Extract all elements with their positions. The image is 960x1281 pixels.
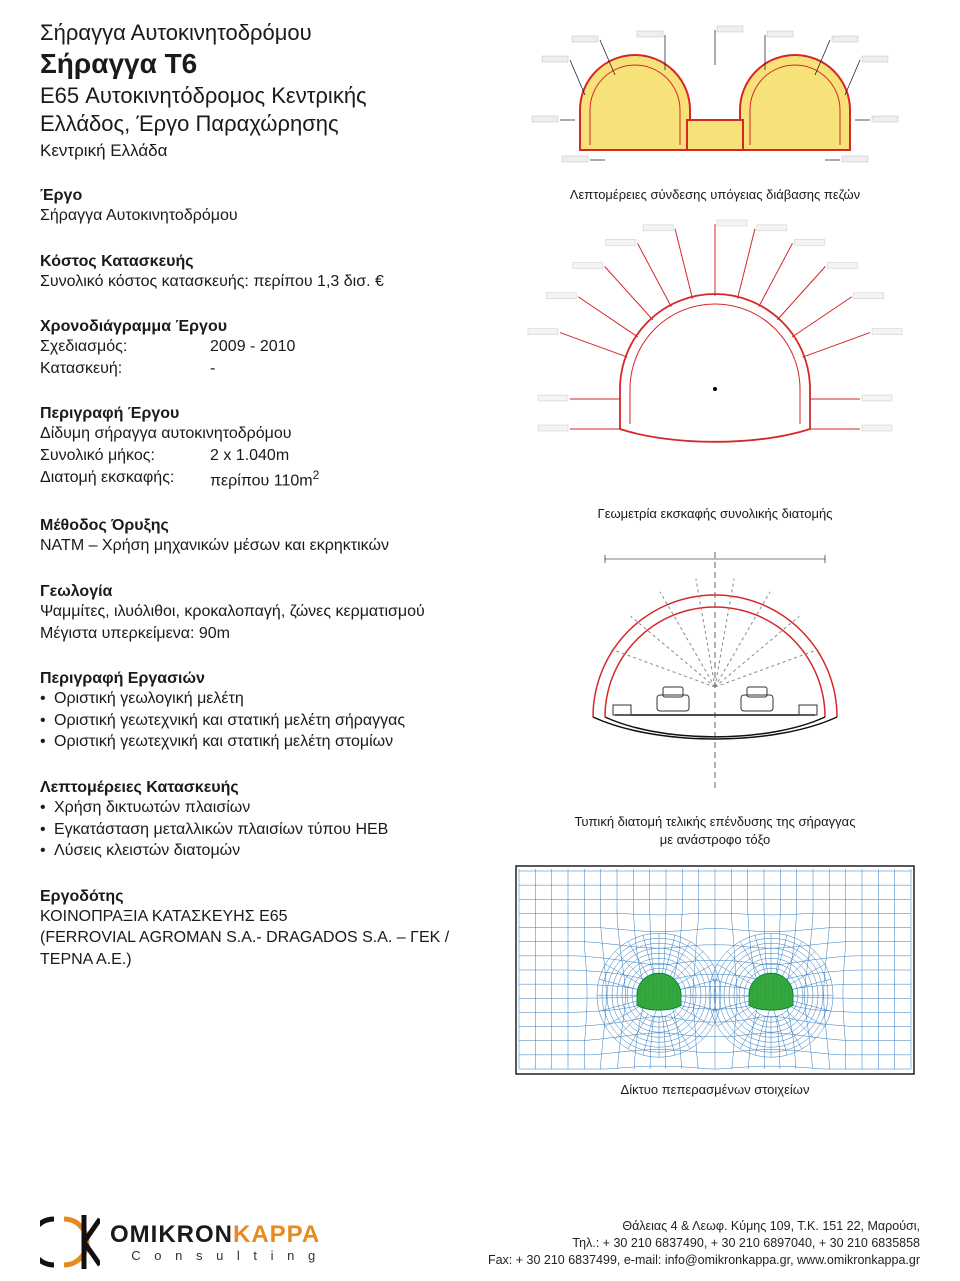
excavation-value: NATM – Χρήση μηχανικών μέσων και εκρηκτι… xyxy=(40,535,480,557)
works-item: Οριστική γεωτεχνική και στατική μελέτη σ… xyxy=(40,710,480,732)
page-title: Σήραγγα T6 xyxy=(40,48,480,80)
desc-val-prefix: περίπου 110m xyxy=(210,472,313,489)
description-key: Συνολικό μήκος: xyxy=(40,445,210,467)
figure-4: Δίκτυο πεπερασμένων στοιχείων xyxy=(510,865,920,1098)
description-row: Διατομή εκσκαφής: περίπου 110m2 xyxy=(40,467,480,492)
right-column: Λεπτομέρειες σύνδεσης υπόγειας διάβασης … xyxy=(510,20,920,1120)
contact-phones: Τηλ.: + 30 210 6837490, + 30 210 6897040… xyxy=(488,1235,920,1252)
logo-omikron: OMIKRON xyxy=(110,1221,233,1248)
company-logo: OMIKRONKAPPA C o n s u l t i n g xyxy=(40,1215,320,1269)
schedule-key: Σχεδιασμός: xyxy=(40,336,210,358)
figure-2-caption: Γεωμετρία εκσκαφής συνολικής διατομής xyxy=(598,506,833,522)
employer-line2: (FERROVIAL AGROMAN S.A.- DRAGADOS S.A. –… xyxy=(40,927,480,949)
subtitle-line1: E65 Αυτοκινητόδρομος Κεντρικής xyxy=(40,82,480,110)
schedule-val: - xyxy=(210,358,215,380)
project-value: Σήραγγα Αυτοκινητοδρόμου xyxy=(40,205,480,227)
heading-excavation: Μέθοδος Όρυξης xyxy=(40,517,480,535)
section-works: Περιγραφή Εργασιών Οριστική γεωλογική με… xyxy=(40,670,480,753)
contact-address: Θάλειας 4 & Λεωφ. Κύμης 109, Τ.Κ. 151 22… xyxy=(488,1218,920,1235)
figure-1-caption: Λεπτομέρειες σύνδεσης υπόγειας διάβασης … xyxy=(570,187,860,203)
construction-item: Εγκατάσταση μεταλλικών πλαισίων τύπου HE… xyxy=(40,819,480,841)
geology-line1: Ψαμμίτες, ιλυόλιθοι, κροκαλοπαγή, ζώνες … xyxy=(40,601,480,623)
section-project: Έργο Σήραγγα Αυτοκινητοδρόμου xyxy=(40,187,480,227)
section-excavation: Μέθοδος Όρυξης NATM – Χρήση μηχανικών μέ… xyxy=(40,517,480,557)
desc-val-sup: 2 xyxy=(313,468,320,482)
left-column: Σήραγγα Αυτοκινητοδρόμου Σήραγγα T6 E65 … xyxy=(40,20,480,1120)
figure-3-caption-line1: Τυπική διατομή τελικής επένδυσης της σήρ… xyxy=(575,814,856,830)
section-description: Περιγραφή Έργου Δίδυμη σήραγγα αυτοκινητ… xyxy=(40,405,480,491)
logo-text: OMIKRONKAPPA C o n s u l t i n g xyxy=(110,1223,320,1262)
section-employer: Εργοδότης ΚΟΙΝΟΠΡΑΞΙΑ ΚΑΤΑΣΚΕΥΗΣ Ε65 (FE… xyxy=(40,888,480,971)
construction-item: Χρήση δικτυωτών πλαισίων xyxy=(40,797,480,819)
contact-fax-email: Fax: + 30 210 6837499, e-mail: info@omik… xyxy=(488,1252,920,1269)
contact-block: Θάλειας 4 & Λεωφ. Κύμης 109, Τ.Κ. 151 22… xyxy=(488,1218,920,1269)
logo-icon xyxy=(40,1215,100,1269)
works-list: Οριστική γεωλογική μελέτη Οριστική γεωτε… xyxy=(40,688,480,753)
section-construction: Λεπτομέρειες Κατασκευής Χρήση δικτυωτών … xyxy=(40,779,480,862)
figure-4-caption: Δίκτυο πεπερασμένων στοιχείων xyxy=(621,1082,810,1098)
heading-schedule: Χρονοδιάγραμμα Έργου xyxy=(40,318,480,336)
diagram-final-lining xyxy=(515,537,915,812)
logo-kappa: KAPPA xyxy=(233,1221,320,1248)
subtitle-line2: Ελλάδος, Έργο Παραχώρησης xyxy=(40,110,480,138)
description-row: Συνολικό μήκος: 2 x 1.040m xyxy=(40,445,480,467)
figure-3: Τυπική διατομή τελικής επένδυσης της σήρ… xyxy=(510,537,920,847)
description-line1: Δίδυμη σήραγγα αυτοκινητοδρόμου xyxy=(40,423,480,445)
location: Κεντρική Ελλάδα xyxy=(40,141,480,161)
figure-3-caption-line2: με ανάστροφο τόξο xyxy=(660,832,771,848)
description-val: 2 x 1.040m xyxy=(210,445,289,467)
employer-line3: ΤΕΡΝΑ Α.Ε.) xyxy=(40,949,480,971)
schedule-row: Κατασκευή: - xyxy=(40,358,480,380)
employer-line1: ΚΟΙΝΟΠΡΑΞΙΑ ΚΑΤΑΣΚΕΥΗΣ Ε65 xyxy=(40,906,480,928)
heading-cost: Κόστος Κατασκευής xyxy=(40,253,480,271)
heading-construction: Λεπτομέρειες Κατασκευής xyxy=(40,779,480,797)
heading-description: Περιγραφή Έργου xyxy=(40,405,480,423)
heading-project: Έργο xyxy=(40,187,480,205)
section-cost: Κόστος Κατασκευής Συνολικό κόστος κατασκ… xyxy=(40,253,480,293)
works-item: Οριστική γεωτεχνική και στατική μελέτη σ… xyxy=(40,731,480,753)
figure-1: Λεπτομέρειες σύνδεσης υπόγειας διάβασης … xyxy=(510,20,920,203)
construction-item: Λύσεις κλειστών διατομών xyxy=(40,840,480,862)
diagram-cross-passage xyxy=(515,20,915,185)
section-schedule: Χρονοδιάγραμμα Έργου Σχεδιασμός: 2009 - … xyxy=(40,318,480,379)
schedule-key: Κατασκευή: xyxy=(40,358,210,380)
heading-geology: Γεωλογία xyxy=(40,583,480,601)
footer: OMIKRONKAPPA C o n s u l t i n g Θάλειας… xyxy=(40,1215,920,1269)
diagram-fem-mesh xyxy=(515,865,915,1080)
category-label: Σήραγγα Αυτοκινητοδρόμου xyxy=(40,20,480,46)
works-item: Οριστική γεωλογική μελέτη xyxy=(40,688,480,710)
geology-line2: Μέγιστα υπερκείμενα: 90m xyxy=(40,623,480,645)
description-val: περίπου 110m2 xyxy=(210,467,319,492)
schedule-val: 2009 - 2010 xyxy=(210,336,295,358)
logo-subtitle: C o n s u l t i n g xyxy=(110,1249,320,1262)
heading-employer: Εργοδότης xyxy=(40,888,480,906)
diagram-excavation-geometry xyxy=(515,219,915,504)
section-geology: Γεωλογία Ψαμμίτες, ιλυόλιθοι, κροκαλοπαγ… xyxy=(40,583,480,644)
schedule-row: Σχεδιασμός: 2009 - 2010 xyxy=(40,336,480,358)
construction-list: Χρήση δικτυωτών πλαισίων Εγκατάσταση μετ… xyxy=(40,797,480,862)
description-key: Διατομή εκσκαφής: xyxy=(40,467,210,492)
cost-value: Συνολικό κόστος κατασκευής: περίπου 1,3 … xyxy=(40,271,480,293)
figure-2: Γεωμετρία εκσκαφής συνολικής διατομής xyxy=(510,219,920,522)
heading-works: Περιγραφή Εργασιών xyxy=(40,670,480,688)
